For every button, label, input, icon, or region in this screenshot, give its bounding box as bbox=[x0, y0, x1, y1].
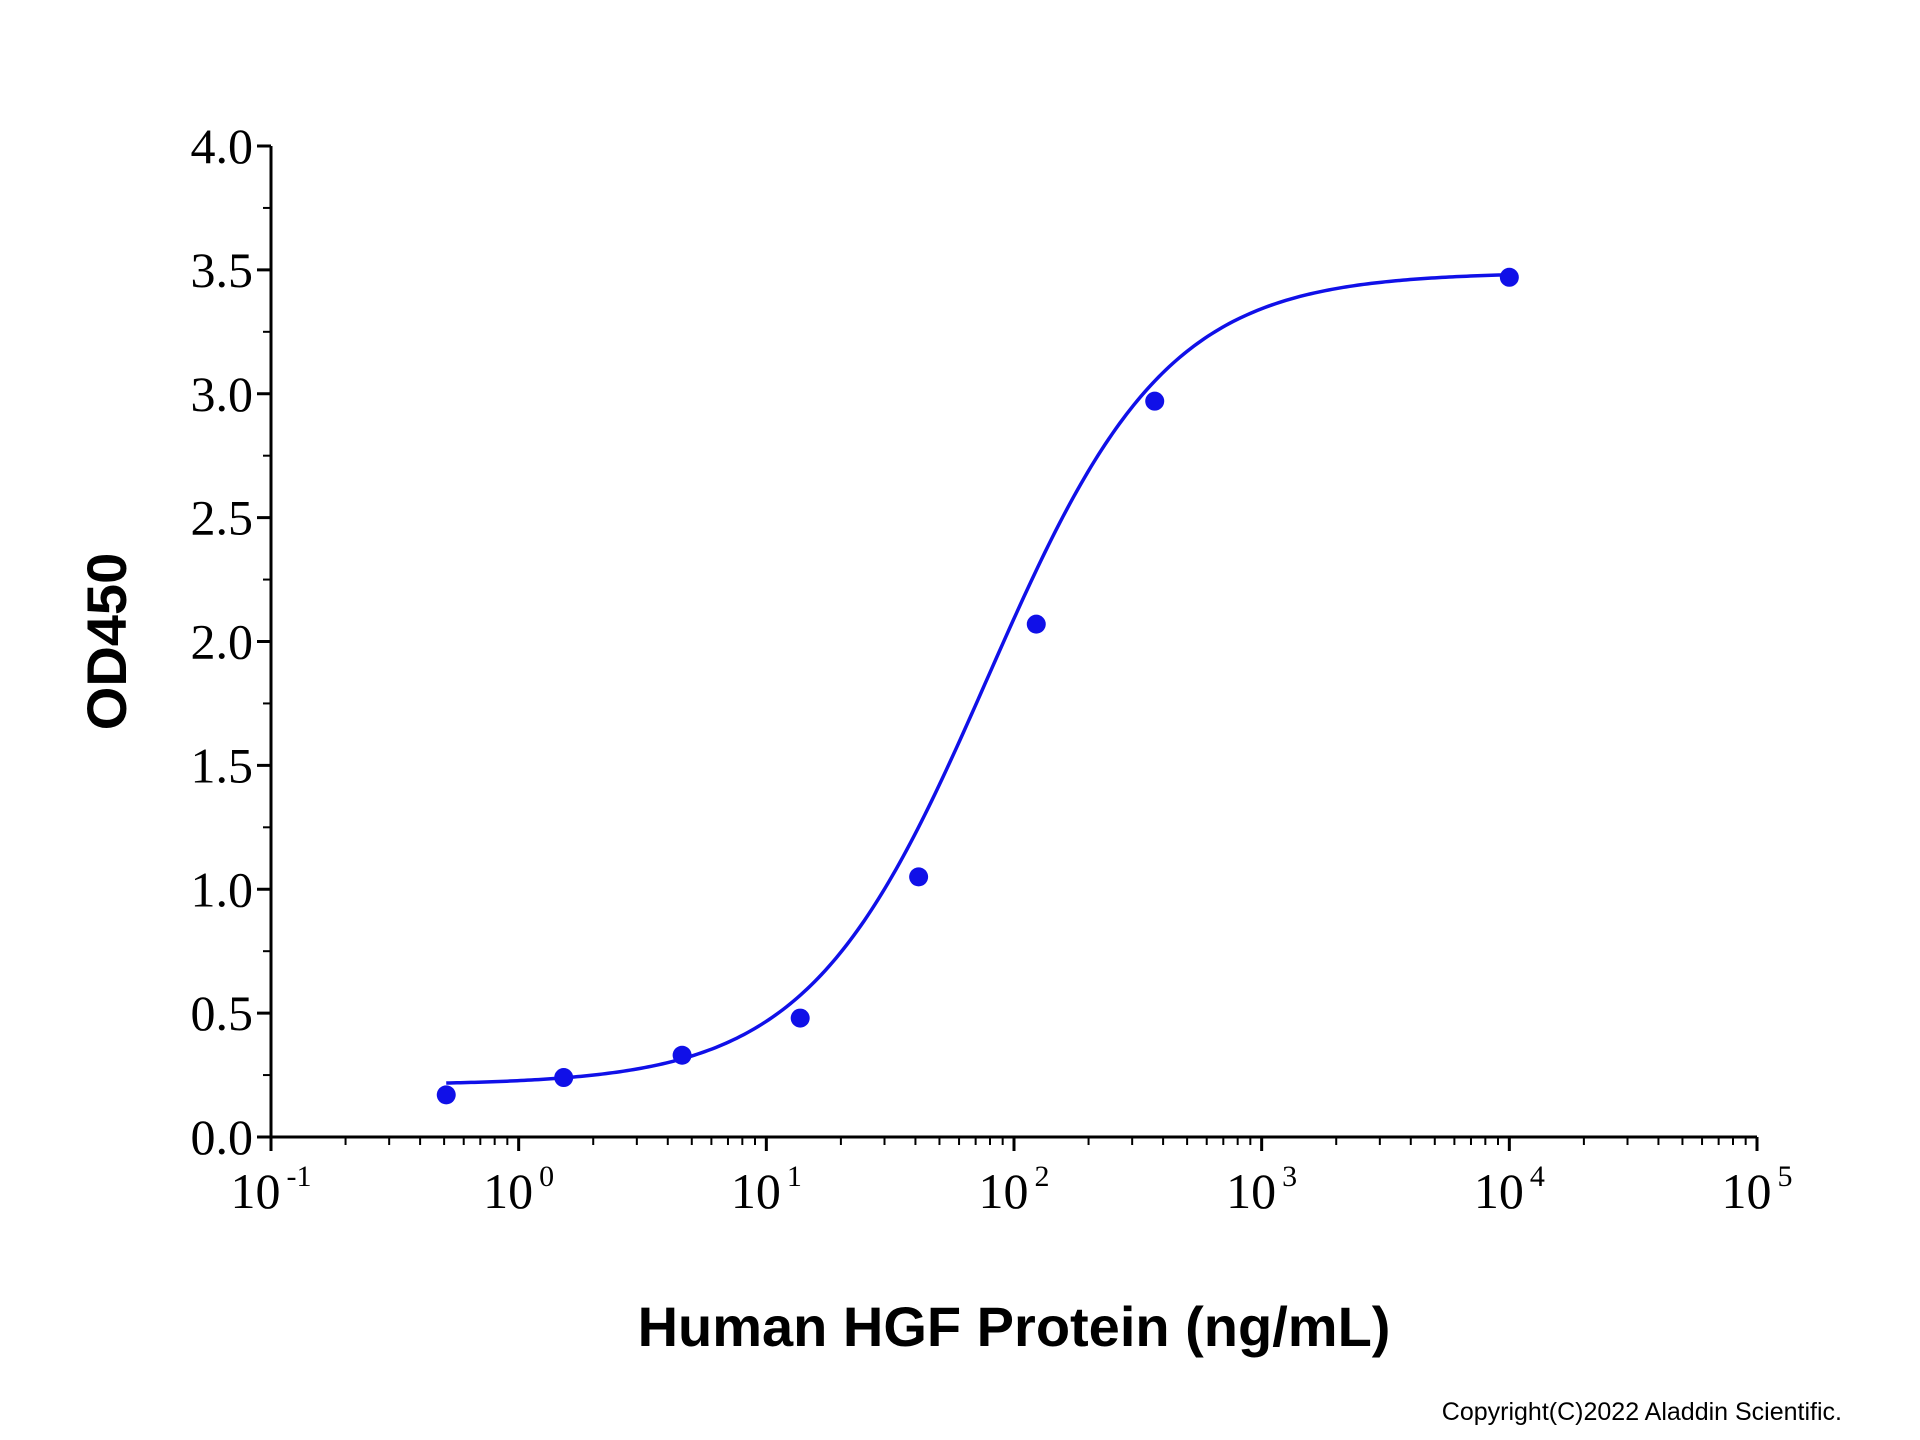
y-axis-title: OD450 bbox=[75, 553, 138, 730]
y-tick-label: 2.0 bbox=[191, 614, 254, 670]
data-point bbox=[790, 1008, 810, 1028]
y-tick-label: 1.0 bbox=[191, 861, 254, 917]
data-point bbox=[1026, 614, 1046, 634]
axes bbox=[269, 146, 1757, 1139]
y-tick-label: 2.5 bbox=[191, 490, 254, 546]
x-tick-label: 10 0 bbox=[483, 1160, 554, 1219]
y-tick-label: 4.0 bbox=[191, 118, 254, 174]
y-tick-label: 3.5 bbox=[191, 242, 254, 298]
fit-curve-group bbox=[446, 273, 1510, 1085]
x-axis-title: Human HGF Protein (ng/mL) bbox=[638, 1295, 1391, 1358]
x-tick-label: 10 -1 bbox=[231, 1160, 312, 1219]
x-tick-label: 10 4 bbox=[1474, 1160, 1545, 1219]
fit-curve bbox=[446, 273, 1510, 1085]
y-tick-label: 1.5 bbox=[191, 737, 254, 793]
y-tick-label: 3.0 bbox=[191, 366, 254, 422]
data-point bbox=[909, 867, 929, 887]
x-tick-label: 10 5 bbox=[1722, 1160, 1793, 1219]
x-axis-ticks: 10 -1 10 0 10 1 10 2 10 3 10 4 10 5 bbox=[231, 1137, 1793, 1219]
data-point bbox=[436, 1085, 456, 1105]
x-tick-label: 10 3 bbox=[1226, 1160, 1297, 1219]
y-axis-ticks: 0.0 0.5 1.0 1.5 2.0 2.5 3.0 3.5 4.0 bbox=[191, 118, 271, 1165]
data-point bbox=[1145, 391, 1165, 411]
y-tick-label: 0.0 bbox=[191, 1109, 254, 1165]
data-point bbox=[1499, 267, 1519, 287]
copyright-notice: Copyright(C)2022 Aladdin Scientific. bbox=[1442, 1398, 1842, 1426]
data-point bbox=[554, 1068, 574, 1088]
x-tick-label: 10 1 bbox=[731, 1160, 802, 1219]
data-points bbox=[436, 267, 1519, 1105]
data-point bbox=[672, 1045, 692, 1065]
x-tick-label: 10 2 bbox=[979, 1160, 1050, 1219]
y-tick-label: 0.5 bbox=[191, 985, 254, 1041]
